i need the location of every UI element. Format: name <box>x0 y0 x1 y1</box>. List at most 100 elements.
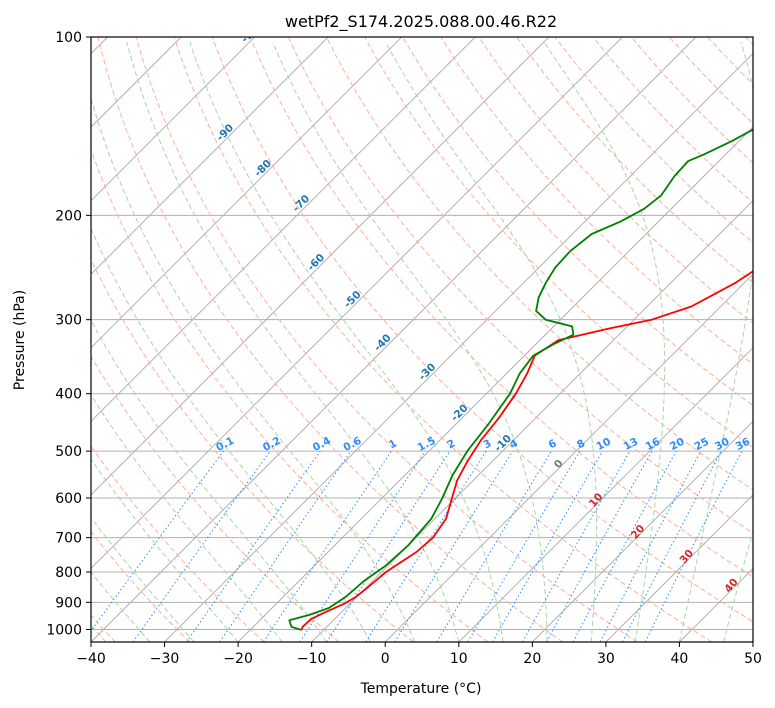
mixing-ratio-line <box>394 450 514 642</box>
mixing-ratio-label: 30 <box>713 436 732 453</box>
x-tick-label: −40 <box>76 651 106 667</box>
isotherm-line <box>752 641 753 642</box>
x-tick-label: 30 <box>597 651 615 667</box>
dry-adiabat-line <box>326 37 753 491</box>
mixing-ratio-label: 3 <box>481 437 493 451</box>
y-tick-label: 300 <box>55 313 82 329</box>
x-tick-label: 0 <box>381 651 390 667</box>
isotherm-line <box>605 494 753 642</box>
dry-adiabat-label: -100 <box>239 18 266 45</box>
isotherm-line <box>91 37 476 423</box>
dry-adiabat-line <box>97 37 563 642</box>
dry-adiabat-line <box>478 37 753 324</box>
mixing-ratio-line <box>186 450 321 642</box>
y-tick-label: 200 <box>55 208 82 224</box>
dry-adiabat-line <box>287 37 753 534</box>
y-tick-label: 800 <box>55 565 82 581</box>
dry-adiabat-label: -20 <box>449 402 471 424</box>
isotherm-line <box>91 37 550 496</box>
isotherm-line <box>237 126 753 642</box>
dry-adiabat-line <box>554 37 753 244</box>
dry-adiabat-label: -90 <box>214 122 236 144</box>
y-tick-label: 700 <box>55 531 82 547</box>
dry-adiabat-line <box>249 37 753 578</box>
moist-adiabat-line <box>91 96 416 642</box>
mixing-ratio-label: 25 <box>693 436 712 453</box>
moist-adiabat-line <box>385 41 598 642</box>
temperature-profile-line <box>300 270 753 631</box>
moist-adiabat-label: 40 <box>722 576 741 595</box>
moist-adiabat-line <box>0 42 62 642</box>
isotherm-line <box>384 273 753 642</box>
dewpoint-profile-line <box>288 128 753 631</box>
moist-adiabat-line <box>678 41 753 642</box>
moist-adiabat-line <box>543 41 666 642</box>
mixing-ratio-line <box>467 450 581 642</box>
y-tick-label: 400 <box>55 387 82 403</box>
dry-adiabat-line <box>211 37 753 623</box>
mixing-ratio-line <box>219 450 352 642</box>
moist-adiabat-line <box>91 458 239 642</box>
moist-adiabat-line <box>723 529 753 642</box>
isotherm-line <box>679 567 753 642</box>
mixing-ratio-line <box>644 450 743 642</box>
mixing-ratio-label: 13 <box>622 436 641 453</box>
isotherm-line <box>458 347 753 642</box>
isotherm-line <box>91 37 329 275</box>
isotherm-line <box>91 37 403 349</box>
isotherm-line <box>164 52 753 642</box>
dry-adiabat-line <box>364 37 753 449</box>
mixing-ratio-line <box>132 450 271 642</box>
dry-adiabat-label: -70 <box>290 193 312 215</box>
mixing-ratio-line <box>326 450 451 642</box>
mixing-ratio-line <box>546 450 653 642</box>
x-tick-label: −10 <box>297 651 327 667</box>
moist-adiabat-line <box>189 41 504 642</box>
dry-adiabat-line <box>707 37 753 85</box>
dry-adiabat-label: -30 <box>416 361 438 383</box>
moist-adiabat-label: 20 <box>629 523 648 542</box>
x-axis-label: Temperature (°C) <box>360 681 482 697</box>
isotherm-line <box>91 37 256 202</box>
x-tick-label: 10 <box>450 651 468 667</box>
moist-adiabat-line <box>768 42 775 642</box>
y-tick-label: 1000 <box>46 622 82 638</box>
dry-adiabat-line <box>402 37 753 407</box>
moist-adiabat-line <box>91 393 283 642</box>
mixing-ratio-label: 10 <box>594 436 613 453</box>
y-tick-label: 500 <box>55 444 82 460</box>
dry-adiabat-line <box>745 37 753 46</box>
sounding-profiles <box>288 128 753 631</box>
x-tick-label: 40 <box>671 651 689 667</box>
moist-adiabat-line <box>91 319 327 642</box>
mixing-ratio-label: 6 <box>547 437 559 451</box>
y-axis: 100 200 300 400 500 600 700 800 900 1000 <box>46 30 91 638</box>
isotherm-line <box>91 37 623 570</box>
mixing-ratio-line <box>263 450 392 642</box>
moist-adiabat-label: 0 <box>552 458 566 471</box>
line-labels: 0.1 0.2 0.4 0.6 1 1.5 2 3 4 6 8 10 13 16 20 25 30 36-100-… <box>214 18 752 595</box>
x-tick-label: −20 <box>223 651 253 667</box>
moist-adiabat-line <box>91 227 371 642</box>
isotherm-line <box>531 420 753 642</box>
mixing-ratio-line <box>599 450 702 642</box>
y-tick-label: 900 <box>55 595 82 611</box>
y-tick-label: 100 <box>55 30 82 46</box>
x-tick-label: 20 <box>523 651 541 667</box>
dry-adiabat-line <box>91 258 414 642</box>
dry-adiabat-line <box>91 530 191 642</box>
dry-adiabat-line <box>516 37 753 284</box>
moist-adiabat-line <box>126 41 460 642</box>
mixing-ratio-label: 1 <box>387 437 399 451</box>
mixing-ratio-line <box>91 450 224 632</box>
moist-adiabat-label: 10 <box>587 491 606 510</box>
dry-adiabat-line <box>173 37 713 642</box>
mixing-ratio-label: 16 <box>644 436 663 453</box>
dry-adiabat-line <box>135 37 638 642</box>
x-tick-label: 50 <box>744 651 762 667</box>
dry-adiabat-label: -40 <box>372 332 394 354</box>
dry-adiabat-line <box>91 148 489 642</box>
dry-adiabat-label: -80 <box>252 157 274 179</box>
mixing-ratio-line <box>572 450 677 642</box>
